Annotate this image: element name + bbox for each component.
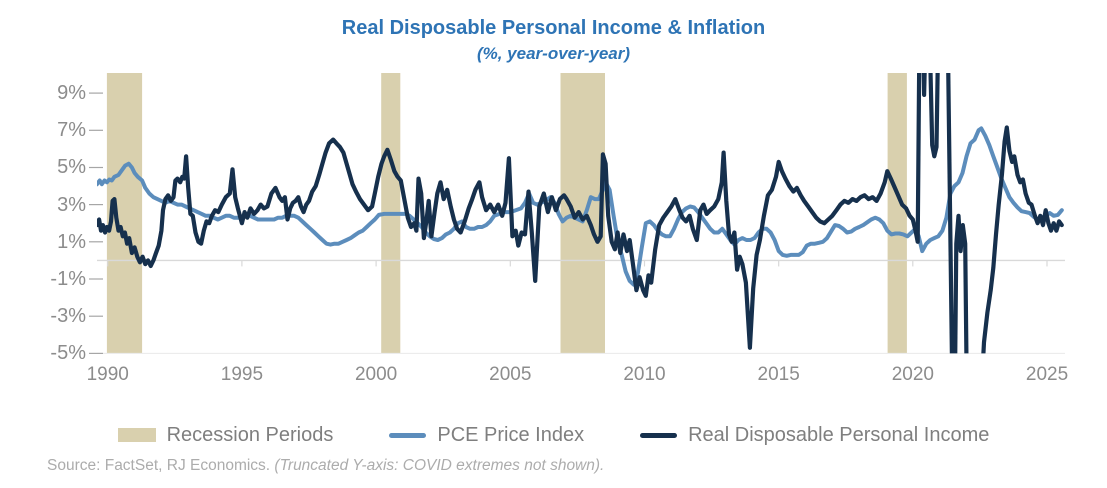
y-axis-tick-label: 1% — [57, 230, 86, 253]
y-axis-tick-label: -3% — [50, 305, 86, 328]
recession-band — [560, 73, 605, 354]
y-axis-tick-label: 7% — [57, 119, 86, 142]
source-axis-note: (Truncated Y-axis: COVID extremes not sh… — [274, 457, 605, 474]
x-axis-tick-label: 2005 — [489, 364, 532, 385]
legend: Recession Periods PCE Price Index Real Dis… — [0, 419, 1107, 451]
source-note: Source: FactSet, RJ Economics. (Truncate… — [47, 457, 604, 475]
y-axis-tick-label: -5% — [50, 342, 86, 365]
recession-band — [887, 73, 907, 354]
x-axis-tick-label: 1990 — [86, 364, 129, 385]
y-axis-tick-label: 5% — [57, 156, 86, 179]
legend-line-swatch — [640, 432, 678, 438]
legend-item-pce-price-index: PCE Price Index — [389, 424, 584, 447]
legend-label: Recession Periods — [166, 423, 334, 446]
x-axis-tick-label: 2015 — [757, 364, 800, 385]
y-axis-tick-label: 9% — [57, 82, 86, 105]
y-axis-tick-label: 3% — [57, 193, 86, 216]
series-line-real-disposable-personal-income — [97, 73, 1064, 354]
x-axis-tick-label: 2025 — [1025, 364, 1069, 385]
source-text: Source: FactSet, RJ Economics. — [47, 457, 275, 474]
legend-label: Real Disposable Personal Income — [688, 423, 990, 446]
legend-label: PCE Price Index — [437, 423, 585, 446]
x-axis-tick-label: 2020 — [891, 364, 934, 385]
legend-item-recession-periods: Recession Periods — [117, 423, 334, 447]
x-axis-tick-label: 1995 — [220, 364, 264, 385]
x-axis-tick-label: 2010 — [623, 364, 666, 385]
legend-box-swatch — [117, 428, 156, 442]
legend-line-swatch — [389, 432, 427, 438]
legend-item-real-disposable-personal-income: Real Disposable Personal Income — [640, 424, 989, 447]
y-axis-tick-label: -1% — [50, 268, 86, 291]
x-axis-tick-label: 2000 — [354, 364, 398, 385]
